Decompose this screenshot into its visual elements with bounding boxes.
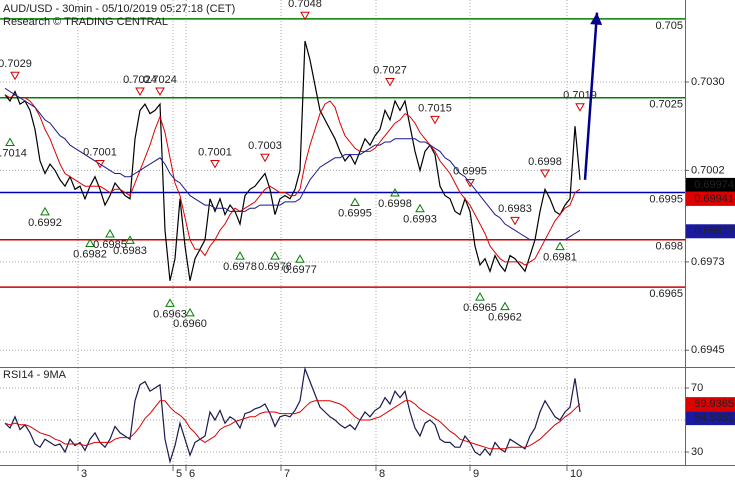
support-label: 0.6977 [283, 264, 317, 276]
resistance-marker [385, 78, 395, 87]
resistance-marker [10, 71, 20, 81]
price-tag-label: 54.5351 [694, 412, 734, 424]
support-marker [390, 187, 400, 197]
price-tag [686, 224, 735, 239]
support-label: 0.6960 [173, 318, 207, 330]
support-marker [350, 197, 360, 206]
forecast-arrow-head [590, 12, 603, 26]
level-label: 0.7025 [649, 99, 683, 111]
y-tick-label: 0.6945 [691, 344, 725, 356]
price-tag [686, 411, 735, 426]
support-marker [555, 241, 565, 251]
support-label: 0.6993 [403, 214, 437, 226]
resistance-marker [155, 87, 165, 96]
support-label: 0.6998 [378, 198, 412, 210]
resistance-marker [135, 87, 145, 96]
x-tick-label: 8 [379, 468, 385, 480]
support-label: 0.6992 [28, 217, 62, 229]
resistance-label: 0.7048 [288, 0, 322, 10]
x-tick-label: 7 [284, 468, 290, 480]
price-tag [686, 191, 735, 206]
support-marker [475, 292, 485, 301]
series-line [4, 94, 581, 266]
resistance-label: 0.7001 [83, 146, 117, 158]
resistance-label: 0.6998 [528, 156, 562, 168]
price-tag-label: 0.69974 [694, 179, 734, 191]
support-marker [415, 203, 425, 213]
resistance-label: 0.7024 [143, 74, 177, 86]
level-label: 0.698 [655, 241, 683, 253]
support-marker [5, 137, 15, 147]
support-label: 0.6978 [223, 261, 257, 273]
resistance-marker [430, 115, 440, 125]
y-tick-label: 70 [691, 382, 703, 394]
chart-subtitle: Research © TRADING CENTRAL [3, 16, 168, 28]
y-tick-label: 0.7002 [691, 164, 725, 176]
price-tag-label: 0.69941 [694, 193, 734, 205]
support-marker [40, 206, 50, 216]
price-tag-label: 59.9365 [694, 398, 734, 410]
support-label: 0.6982 [73, 248, 107, 260]
resistance-marker [510, 216, 520, 226]
support-marker [105, 229, 115, 238]
series-line [4, 400, 581, 450]
support-label: 0.6995 [338, 207, 372, 219]
y-tick-label: 0.7030 [691, 76, 725, 88]
support-marker [235, 251, 245, 260]
x-tick-label: 10 [570, 468, 582, 480]
support-label: 0.6981 [543, 252, 577, 264]
resistance-label: 0.7015 [418, 102, 452, 114]
resistance-label: 0.7003 [248, 140, 282, 152]
resistance-label: 0.7027 [373, 64, 407, 76]
resistance-label: 0.6995 [453, 165, 487, 177]
resistance-marker [300, 11, 310, 21]
rsi-title: RSI14 - 9MA [3, 369, 67, 381]
x-tick-label: 6 [189, 468, 195, 480]
resistance-label: 0.7019 [563, 90, 597, 102]
support-marker [295, 254, 305, 263]
resistance-label: 0.7024 [123, 74, 157, 86]
support-label: 0.6985 [93, 239, 127, 251]
support-marker [500, 301, 510, 311]
resistance-label: 0.7001 [198, 146, 232, 158]
y-tick-label: 0.6973 [691, 256, 725, 268]
support-label: 0.6978 [258, 261, 292, 273]
price-tag [686, 177, 735, 192]
resistance-label: 0.7029 [0, 58, 32, 70]
support-label: 0.6983 [113, 245, 147, 257]
series-line [4, 87, 581, 241]
price-tag [686, 397, 735, 412]
x-tick-label: 9 [473, 468, 479, 480]
support-label: 0.6963 [153, 308, 187, 320]
resistance-label: 0.6983 [498, 203, 532, 215]
chart-title: AUD/USD - 30min - 05/10/2019 05:27:18 (C… [3, 3, 235, 15]
resistance-marker [210, 160, 220, 169]
level-label: 0.6995 [649, 193, 683, 205]
support-label: 0.6962 [488, 311, 522, 323]
support-marker [270, 251, 280, 260]
resistance-marker [540, 169, 550, 179]
series-line [4, 40, 581, 281]
support-marker [185, 307, 195, 317]
resistance-marker [575, 103, 585, 112]
support-marker [85, 238, 95, 247]
support-label: 0.7014 [0, 147, 27, 159]
forecast-arrow [583, 12, 599, 180]
x-tick-label: 5 [176, 468, 182, 480]
resistance-marker [260, 153, 270, 163]
support-marker [125, 235, 135, 244]
x-tick-label: 3 [81, 468, 87, 480]
y-tick-label: 30 [691, 446, 703, 458]
price-tag-label: 0.69827 [694, 225, 734, 237]
resistance-marker [95, 160, 105, 169]
resistance-marker [465, 178, 475, 188]
support-label: 0.6965 [463, 302, 497, 314]
level-label: 0.6965 [649, 288, 683, 300]
support-marker [165, 298, 175, 307]
level-label: 0.705 [655, 20, 683, 32]
